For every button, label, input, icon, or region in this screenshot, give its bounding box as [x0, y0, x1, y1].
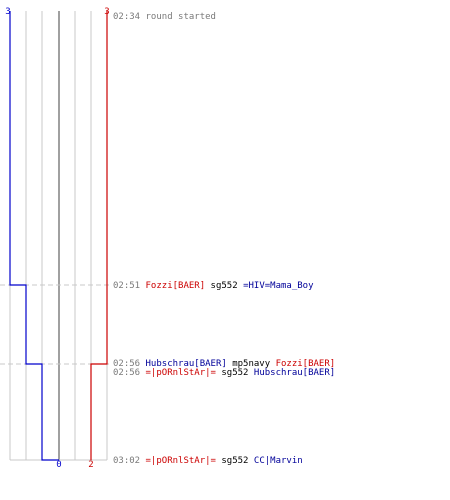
event-time: 02:56 [113, 368, 146, 378]
event-text: sg552 [205, 281, 244, 291]
event-text: Fozzi[BAER] [145, 281, 206, 291]
event-row: 03:02 =|pORnlStAr|= sg552 CC|Marvin [113, 456, 303, 466]
event-text: =HIV=Mama_Boy [243, 281, 314, 291]
bottom-label-red: 2 [88, 460, 93, 470]
event-text: mp5navy [226, 359, 276, 369]
event-text: CC|Marvin [253, 456, 303, 466]
event-time: 02:56 [113, 359, 146, 369]
series-line-blue [9, 11, 59, 461]
event-text: Hubschrau[BAER] [145, 359, 227, 369]
event-row: 02:51 Fozzi[BAER] sg552 =HIV=Mama_Boy [113, 281, 314, 291]
event-text: Hubschrau[BAER] [253, 368, 336, 378]
event-time: 03:02 [113, 456, 146, 466]
event-text: sg552 [215, 456, 254, 466]
series-line-red [90, 11, 108, 460]
top-label-right: 3 [104, 7, 109, 17]
event-text: round started [145, 12, 216, 22]
event-time: 02:34 [113, 12, 146, 22]
bottom-label-blue: 0 [56, 460, 61, 470]
event-row: 02:56 Hubschrau[BAER] mp5navy Fozzi[BAER… [113, 359, 335, 369]
event-row: 02:56 =|pORnlStAr|= sg552 Hubschrau[BAER… [113, 368, 335, 378]
event-row: 02:34 round started [113, 12, 216, 22]
top-label-left: 3 [5, 7, 10, 17]
event-time: 02:51 [113, 281, 146, 291]
event-text: Fozzi[BAER] [275, 359, 336, 369]
event-text: =|pORnlStAr|= [145, 368, 216, 378]
event-text: sg552 [215, 368, 254, 378]
event-text: =|pORnlStAr|= [145, 456, 216, 466]
